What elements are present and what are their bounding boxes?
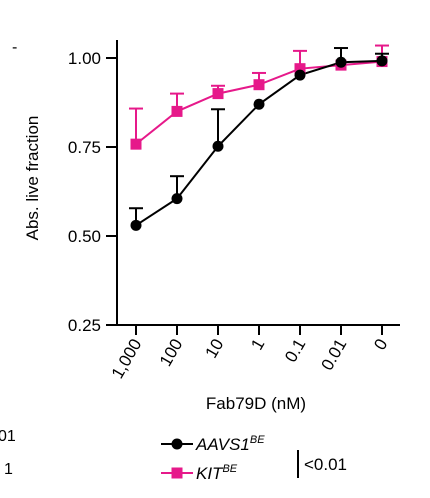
y-ticks: 0.25 0.50 0.75 1.00 bbox=[68, 49, 117, 335]
y-tick-label: 1.00 bbox=[68, 49, 101, 68]
legend-kit-marker bbox=[171, 467, 183, 479]
point-kit bbox=[253, 79, 265, 91]
point-kit bbox=[171, 105, 183, 117]
pvalue-annotation: <0.01 bbox=[304, 455, 347, 474]
point-aavs1 bbox=[376, 55, 388, 67]
point-kit bbox=[130, 138, 142, 150]
error-bars bbox=[129, 44, 389, 226]
x-tick-label: 100 bbox=[156, 336, 187, 370]
legend-kit-label: KITBE bbox=[196, 463, 238, 483]
edge-fragment-bottom-1: 01 bbox=[0, 428, 16, 445]
legend-aavs1-name: AAVS1 bbox=[195, 435, 250, 454]
legend: AAVS1BE KITBE <0.01 bbox=[161, 434, 347, 483]
y-tick-label: 0.75 bbox=[68, 138, 101, 157]
legend-kit-superscript: BE bbox=[222, 463, 237, 475]
y-axis-title: Abs. live fraction bbox=[23, 116, 42, 241]
x-tick-label: 1,000 bbox=[108, 336, 146, 382]
legend-item-kit: KITBE bbox=[161, 463, 238, 483]
y-tick-label: 0.25 bbox=[68, 316, 101, 335]
legend-aavs1-marker bbox=[171, 438, 183, 450]
x-tick-label: 0.1 bbox=[281, 336, 309, 366]
point-kit bbox=[212, 88, 224, 100]
y-tick-label: 0.50 bbox=[68, 227, 101, 246]
series-markers bbox=[130, 55, 388, 231]
legend-aavs1-superscript: BE bbox=[250, 434, 265, 446]
x-tick-label: 10 bbox=[202, 336, 228, 362]
point-aavs1 bbox=[130, 219, 142, 231]
legend-item-aavs1: AAVS1BE bbox=[161, 434, 265, 454]
point-aavs1 bbox=[335, 56, 347, 68]
point-aavs1 bbox=[294, 69, 306, 81]
legend-aavs1-label: AAVS1BE bbox=[195, 434, 265, 454]
edge-fragment-top: - bbox=[12, 39, 17, 56]
edge-fragment-bottom-2: 1 bbox=[4, 461, 13, 478]
point-aavs1 bbox=[212, 140, 224, 152]
x-ticks: 1,000 100 10 1 0.1 0.01 0 bbox=[108, 325, 391, 382]
legend-kit-name: KIT bbox=[196, 464, 224, 483]
point-aavs1 bbox=[253, 98, 265, 110]
x-tick-label: 0.01 bbox=[317, 336, 350, 374]
x-tick-label: 1 bbox=[247, 336, 268, 354]
point-kit bbox=[294, 63, 306, 75]
point-aavs1 bbox=[171, 193, 183, 205]
x-tick-label: 0 bbox=[370, 336, 391, 354]
x-axis-title: Fab79D (nM) bbox=[206, 394, 306, 413]
